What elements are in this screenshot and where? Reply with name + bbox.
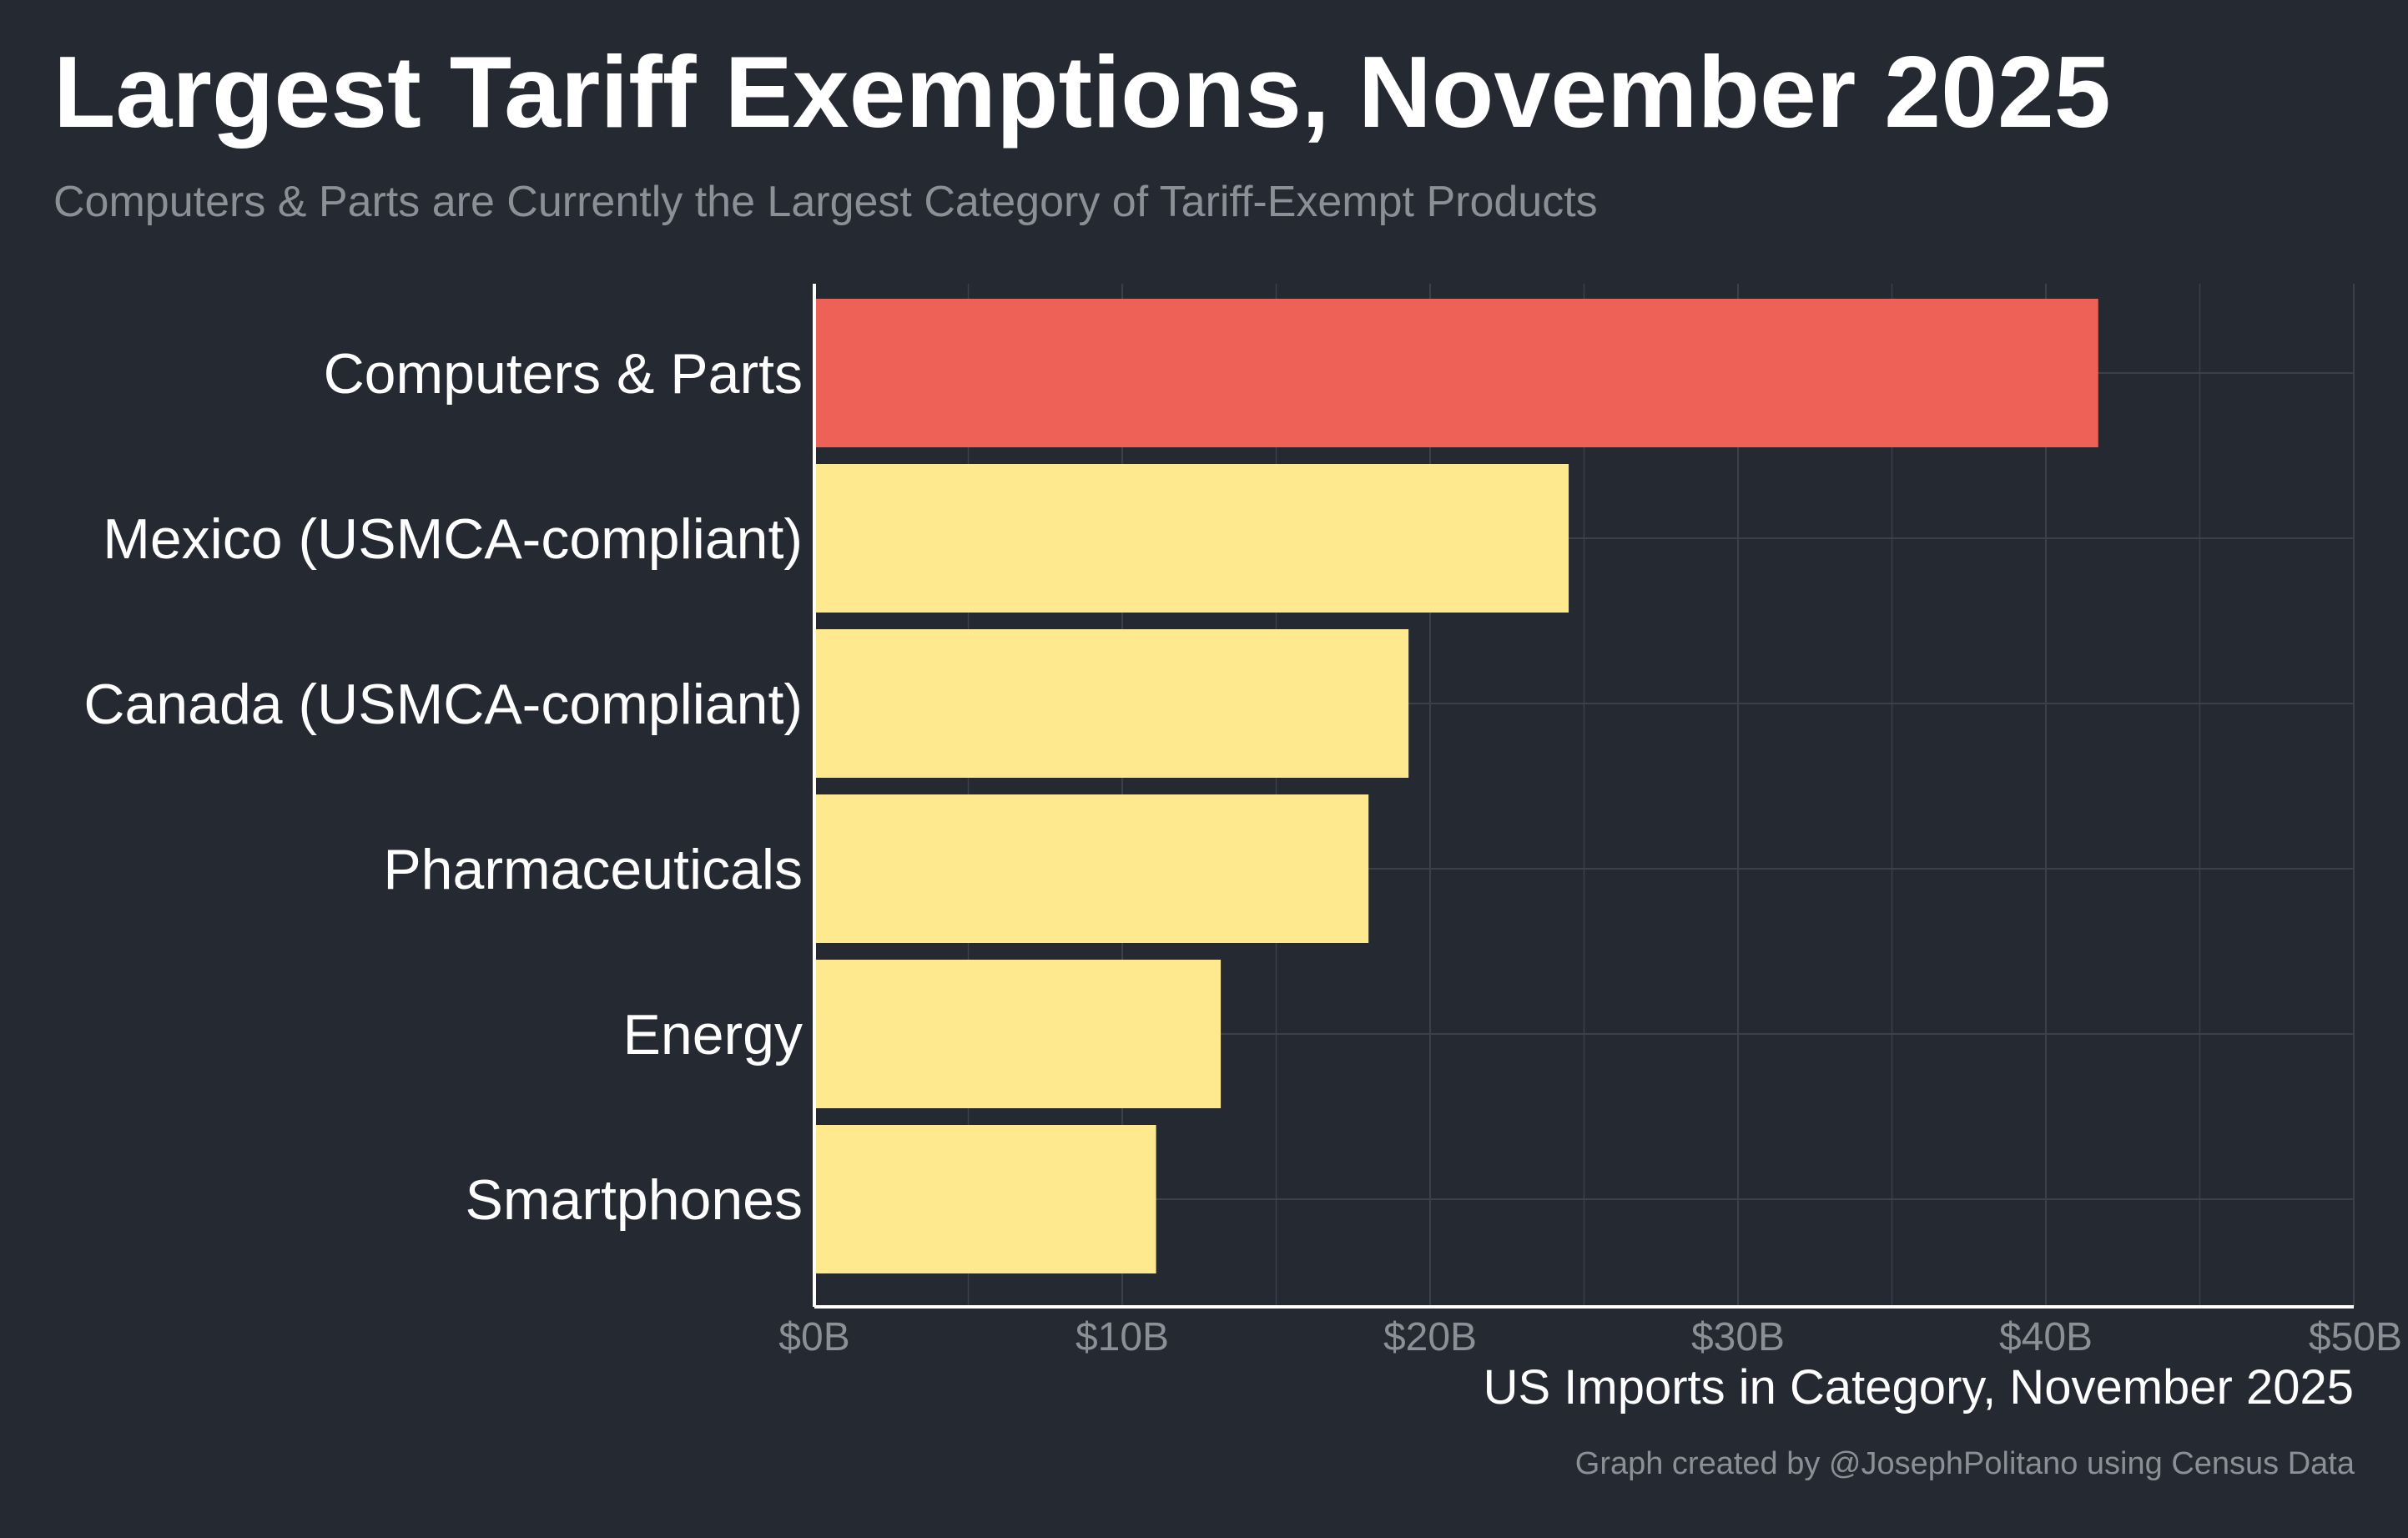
chart-title: Largest Tariff Exemptions, November 2025 [53,35,2111,149]
category-label: Energy [623,1003,803,1067]
x-tick-label: $50B [2309,1315,2402,1359]
bars [814,299,2098,1273]
x-tick-label: $20B [1383,1315,1477,1359]
axes [813,284,2354,1309]
bar [814,464,1569,613]
chart-subtitle: Computers & Parts are Currently the Larg… [53,178,1598,226]
source-credit: Graph created by @JosephPolitano using C… [1574,1446,2355,1481]
category-label: Mexico (USMCA-compliant) [103,507,803,571]
x-tick-label: $0B [778,1315,849,1359]
category-label: Smartphones [466,1168,803,1232]
x-axis-title: US Imports in Category, November 2025 [1484,1360,2354,1414]
bar [814,960,1222,1108]
bar [814,299,2098,447]
category-label: Canada (USMCA-compliant) [83,673,803,736]
x-tick-label: $30B [1691,1315,1785,1359]
bar [814,794,1369,943]
x-tick-label: $40B [1999,1315,2093,1359]
bar [814,1125,1156,1273]
category-label: Pharmaceuticals [383,838,803,901]
x-tick-labels: $0B $10B $20B $30B $40B $50B [778,1315,2402,1359]
category-label: Computers & Parts [324,342,803,406]
bar [814,629,1409,778]
x-tick-label: $10B [1076,1315,1169,1359]
category-labels: Computers & Parts Mexico (USMCA-compliant… [83,342,803,1232]
